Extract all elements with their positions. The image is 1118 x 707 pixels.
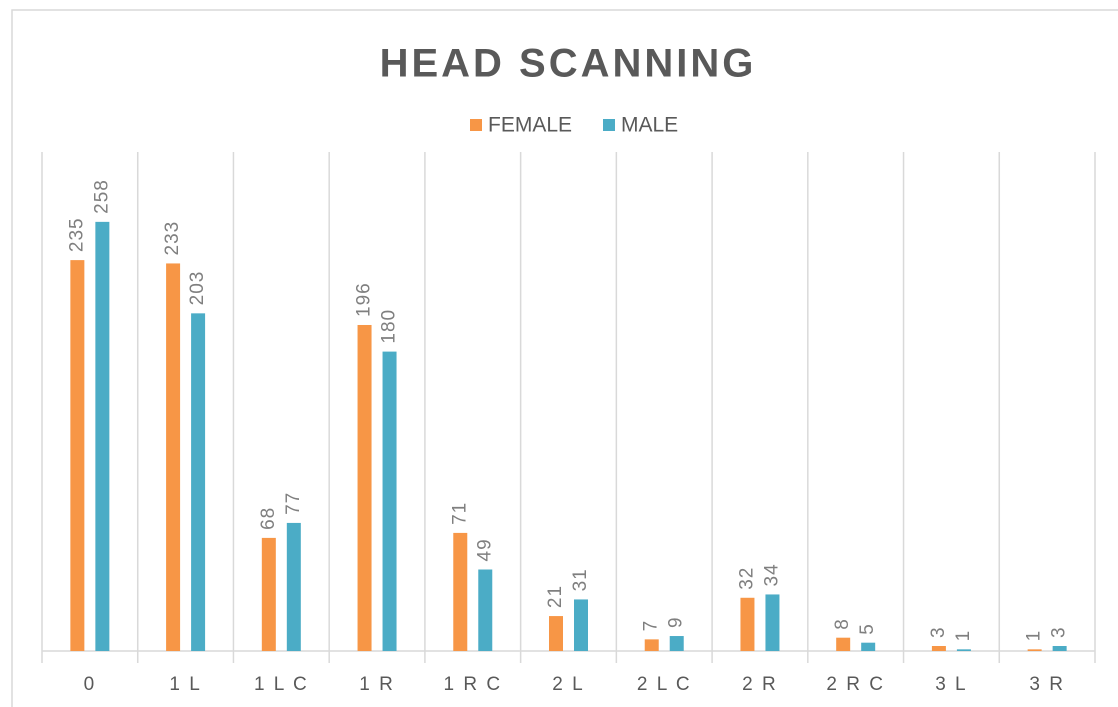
bar — [191, 313, 206, 651]
bar — [261, 537, 276, 651]
bar — [574, 599, 588, 651]
bar — [382, 351, 397, 651]
data-label: 196 — [354, 282, 375, 317]
data-label: 32 — [736, 567, 757, 590]
x-tick-label: 3 L — [935, 674, 967, 695]
x-tick-label: 3 R — [1029, 674, 1065, 695]
data-label: 3 — [928, 626, 949, 638]
data-label: 258 — [91, 179, 112, 214]
bar — [956, 649, 971, 651]
x-tick-label: 1 R — [359, 674, 395, 695]
x-tick-label: 1 L — [169, 674, 201, 695]
bar — [166, 263, 181, 651]
data-label: 9 — [666, 616, 687, 628]
data-label: 3 — [1049, 626, 1070, 638]
legend-swatch — [470, 119, 482, 131]
data-label: 8 — [832, 618, 853, 630]
x-tick-label: 2 R C — [826, 674, 885, 695]
data-label: 21 — [545, 585, 566, 608]
bar — [95, 221, 110, 652]
x-tick-label: 2 R — [742, 674, 778, 695]
bar — [644, 639, 659, 651]
bar — [1052, 646, 1067, 651]
bar — [478, 569, 493, 651]
data-label: 1 — [953, 630, 974, 642]
legend-label: MALE — [621, 114, 678, 137]
chart-title: HEAD SCANNING — [380, 42, 757, 86]
data-label: 233 — [162, 221, 183, 256]
x-tick-label: 1 L C — [254, 674, 309, 695]
data-label: 31 — [570, 568, 591, 591]
bar — [669, 636, 684, 651]
x-tick-label: 2 L — [552, 674, 584, 695]
legend-swatch — [603, 119, 615, 131]
bar — [765, 594, 780, 651]
data-label: 7 — [641, 620, 662, 632]
data-label: 203 — [187, 271, 208, 306]
bar — [740, 597, 755, 651]
data-label: 34 — [761, 563, 782, 586]
data-label: 71 — [449, 502, 470, 525]
bar — [286, 522, 301, 651]
x-tick-label: 2 L C — [637, 674, 692, 695]
data-label: 1 — [1024, 630, 1045, 642]
data-label: 180 — [379, 309, 400, 344]
data-label: 77 — [283, 492, 304, 515]
legend-label: FEMALE — [488, 114, 572, 137]
bar — [549, 616, 563, 651]
data-label: 68 — [258, 507, 279, 530]
bar — [931, 646, 946, 651]
bar — [70, 260, 85, 651]
data-label: 235 — [66, 217, 87, 252]
bar — [453, 532, 468, 651]
data-label: 49 — [474, 538, 495, 561]
data-label: 5 — [857, 623, 878, 635]
x-tick-label: 1 R C — [443, 674, 502, 695]
bar — [1027, 649, 1042, 651]
bar — [357, 324, 372, 651]
x-tick-label: 0 — [84, 674, 97, 695]
bar — [836, 637, 851, 651]
bar — [861, 642, 876, 651]
